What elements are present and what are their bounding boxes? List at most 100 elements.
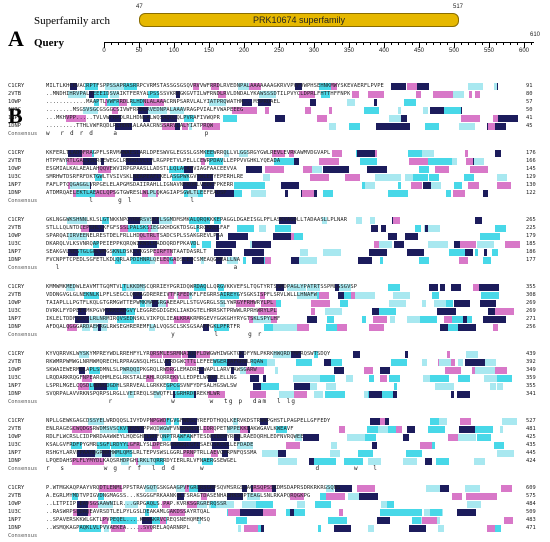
conservation-highlight bbox=[328, 516, 347, 524]
conservation-highlight bbox=[154, 248, 172, 256]
sequence-residues: ..RASWRPSLDAQEAVRSDTLELPYLGSLDEAKAMLGAKD… bbox=[46, 509, 210, 515]
conservation-highlight bbox=[295, 82, 302, 90]
conservation-highlight bbox=[213, 358, 231, 366]
conservation-highlight bbox=[469, 90, 472, 98]
conservation-highlight bbox=[78, 307, 86, 315]
ruler-tick bbox=[510, 42, 511, 45]
conservation-highlight bbox=[220, 299, 225, 307]
conservation-highlight bbox=[319, 157, 339, 165]
ruler-tick-label: 150 bbox=[203, 48, 215, 54]
conservation-highlight bbox=[98, 323, 101, 331]
sequence-end-position: 425 bbox=[526, 434, 536, 440]
ruler-tick bbox=[174, 42, 175, 48]
conservation-highlight bbox=[275, 114, 285, 122]
conservation-highlight bbox=[372, 307, 379, 315]
conservation-highlight bbox=[88, 417, 101, 425]
sequence-end-position: 225 bbox=[526, 225, 536, 231]
conservation-highlight bbox=[405, 232, 418, 240]
conservation-highlight bbox=[201, 492, 207, 500]
conservation-highlight bbox=[432, 291, 439, 299]
conservation-highlight bbox=[393, 390, 397, 398]
conservation-highlight bbox=[260, 291, 265, 299]
conservation-highlight bbox=[434, 299, 446, 307]
conservation-highlight bbox=[286, 508, 305, 516]
sequence-highlight-row bbox=[46, 307, 518, 315]
conservation-highlight bbox=[146, 374, 154, 382]
conservation-highlight bbox=[188, 350, 202, 358]
sequence-residues: MILTLKHCRVACRPTFSPPSSAPRASRRPCVRMSTASSGS… bbox=[46, 83, 384, 89]
conservation-highlight bbox=[150, 417, 170, 425]
conservation-highlight bbox=[122, 366, 140, 374]
conservation-highlight bbox=[495, 149, 501, 157]
conservation-highlight bbox=[146, 500, 158, 508]
query-end-number: 610 bbox=[530, 32, 541, 38]
conservation-highlight bbox=[357, 484, 375, 492]
conservation-highlight bbox=[91, 524, 101, 532]
sequence-residues: SPARQAIIRVEENELRESTDELFRLLHDQLTRLTSADCSP… bbox=[46, 233, 224, 239]
conservation-highlight bbox=[144, 433, 157, 441]
conservation-highlight bbox=[454, 248, 465, 256]
sequence-name: 1NP7 bbox=[8, 182, 21, 188]
sequence-highlight-row bbox=[46, 433, 518, 441]
conservation-highlight bbox=[138, 457, 155, 465]
conservation-highlight bbox=[150, 224, 158, 232]
conservation-highlight bbox=[393, 216, 400, 224]
conservation-highlight bbox=[277, 323, 297, 331]
ruler-tick bbox=[468, 42, 469, 45]
conservation-highlight bbox=[249, 82, 261, 90]
ruler-tick bbox=[496, 42, 497, 45]
conservation-highlight bbox=[84, 457, 104, 465]
ruler-tick-label: 350 bbox=[343, 48, 355, 54]
conservation-highlight bbox=[505, 240, 520, 248]
conservation-highlight bbox=[388, 232, 397, 240]
conservation-highlight bbox=[388, 283, 400, 291]
conservation-highlight bbox=[152, 299, 158, 307]
consensus-label: Consensus bbox=[8, 332, 38, 338]
superfamily-domain-bar[interactable]: PRK10674 superfamily bbox=[139, 13, 459, 27]
conservation-highlight bbox=[244, 248, 264, 256]
conservation-highlight bbox=[431, 181, 441, 189]
conservation-highlight bbox=[93, 240, 99, 248]
conservation-highlight bbox=[121, 149, 140, 157]
conservation-highlight bbox=[185, 358, 196, 366]
conservation-highlight bbox=[199, 173, 213, 181]
conservation-highlight bbox=[487, 299, 496, 307]
conservation-highlight bbox=[326, 484, 334, 492]
conservation-highlight bbox=[314, 350, 318, 358]
conservation-highlight bbox=[250, 524, 254, 532]
conservation-highlight bbox=[271, 299, 281, 307]
conservation-highlight bbox=[275, 224, 291, 232]
conservation-highlight bbox=[177, 492, 184, 500]
conservation-highlight bbox=[88, 315, 108, 323]
conservation-highlight bbox=[337, 323, 347, 331]
conservation-highlight bbox=[398, 106, 401, 114]
conservation-highlight bbox=[102, 449, 111, 457]
conservation-highlight bbox=[194, 283, 206, 291]
conservation-highlight bbox=[318, 524, 321, 532]
conservation-highlight bbox=[293, 390, 307, 398]
conservation-highlight bbox=[261, 358, 275, 366]
conservation-highlight bbox=[148, 90, 159, 98]
conservation-highlight bbox=[67, 216, 87, 224]
conservation-highlight bbox=[475, 366, 495, 374]
conservation-highlight bbox=[128, 425, 144, 433]
conservation-highlight bbox=[291, 350, 301, 358]
conservation-highlight bbox=[459, 122, 475, 130]
conservation-highlight bbox=[428, 240, 448, 248]
sequence-end-position: 445 bbox=[526, 450, 536, 456]
conservation-highlight bbox=[227, 492, 243, 500]
conservation-highlight bbox=[216, 323, 229, 331]
conservation-highlight bbox=[359, 492, 378, 500]
conservation-highlight bbox=[473, 283, 482, 291]
conservation-highlight bbox=[66, 283, 75, 291]
conservation-highlight bbox=[178, 291, 189, 299]
conservation-highlight bbox=[95, 173, 102, 181]
conservation-highlight bbox=[338, 291, 344, 299]
ruler-tick bbox=[230, 42, 231, 45]
conservation-highlight bbox=[112, 106, 118, 114]
conservation-highlight bbox=[234, 181, 251, 189]
sequence-highlight-row bbox=[46, 315, 518, 323]
conservation-highlight bbox=[394, 240, 404, 248]
conservation-highlight bbox=[388, 425, 396, 433]
conservation-highlight bbox=[162, 500, 170, 508]
